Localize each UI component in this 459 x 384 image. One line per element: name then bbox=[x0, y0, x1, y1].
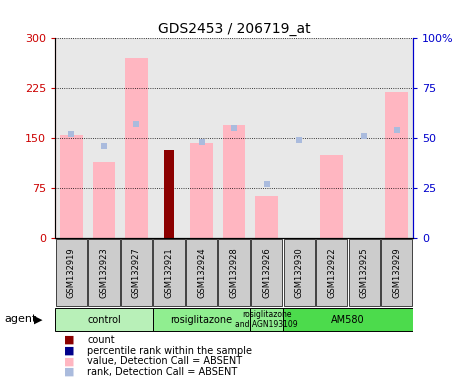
Text: ■: ■ bbox=[64, 356, 75, 366]
Text: control: control bbox=[87, 314, 121, 325]
Text: GSM132922: GSM132922 bbox=[327, 247, 336, 298]
Text: GSM132919: GSM132919 bbox=[67, 247, 76, 298]
Text: ■: ■ bbox=[64, 367, 75, 377]
Bar bbox=[164, 149, 174, 238]
Bar bbox=[125, 58, 148, 238]
Title: GDS2453 / 206719_at: GDS2453 / 206719_at bbox=[158, 22, 310, 36]
Text: AM580: AM580 bbox=[331, 314, 365, 325]
Text: percentile rank within the sample: percentile rank within the sample bbox=[87, 346, 252, 356]
Text: GSM132924: GSM132924 bbox=[197, 247, 206, 298]
Bar bbox=[190, 143, 213, 238]
FancyBboxPatch shape bbox=[56, 240, 87, 306]
Text: GSM132921: GSM132921 bbox=[164, 247, 174, 298]
Text: rosiglitazone: rosiglitazone bbox=[170, 314, 233, 325]
Text: GSM132928: GSM132928 bbox=[230, 247, 239, 298]
FancyBboxPatch shape bbox=[381, 240, 413, 306]
FancyBboxPatch shape bbox=[284, 240, 315, 306]
Text: rank, Detection Call = ABSENT: rank, Detection Call = ABSENT bbox=[87, 367, 237, 377]
FancyBboxPatch shape bbox=[153, 308, 250, 331]
Text: value, Detection Call = ABSENT: value, Detection Call = ABSENT bbox=[87, 356, 242, 366]
Bar bbox=[93, 162, 115, 238]
Text: count: count bbox=[87, 335, 115, 345]
FancyBboxPatch shape bbox=[153, 240, 185, 306]
FancyBboxPatch shape bbox=[121, 240, 152, 306]
Text: GSM132930: GSM132930 bbox=[295, 247, 304, 298]
Bar bbox=[60, 135, 83, 238]
Bar bbox=[255, 196, 278, 238]
FancyBboxPatch shape bbox=[55, 308, 153, 331]
Bar bbox=[386, 92, 408, 238]
Bar bbox=[223, 125, 246, 238]
Bar bbox=[320, 155, 343, 238]
FancyBboxPatch shape bbox=[250, 308, 283, 331]
FancyBboxPatch shape bbox=[88, 240, 119, 306]
Text: GSM132927: GSM132927 bbox=[132, 247, 141, 298]
Text: agent: agent bbox=[5, 314, 37, 324]
FancyBboxPatch shape bbox=[316, 240, 347, 306]
Text: GSM132929: GSM132929 bbox=[392, 247, 401, 298]
Text: rosiglitazone
and AGN193109: rosiglitazone and AGN193109 bbox=[235, 310, 298, 329]
Text: GSM132926: GSM132926 bbox=[262, 247, 271, 298]
FancyBboxPatch shape bbox=[349, 240, 380, 306]
Text: GSM132923: GSM132923 bbox=[100, 247, 108, 298]
FancyBboxPatch shape bbox=[251, 240, 282, 306]
Text: ■: ■ bbox=[64, 335, 75, 345]
Text: ▶: ▶ bbox=[34, 314, 43, 324]
FancyBboxPatch shape bbox=[283, 308, 413, 331]
FancyBboxPatch shape bbox=[186, 240, 217, 306]
Text: GSM132925: GSM132925 bbox=[360, 247, 369, 298]
Text: ■: ■ bbox=[64, 346, 75, 356]
FancyBboxPatch shape bbox=[218, 240, 250, 306]
